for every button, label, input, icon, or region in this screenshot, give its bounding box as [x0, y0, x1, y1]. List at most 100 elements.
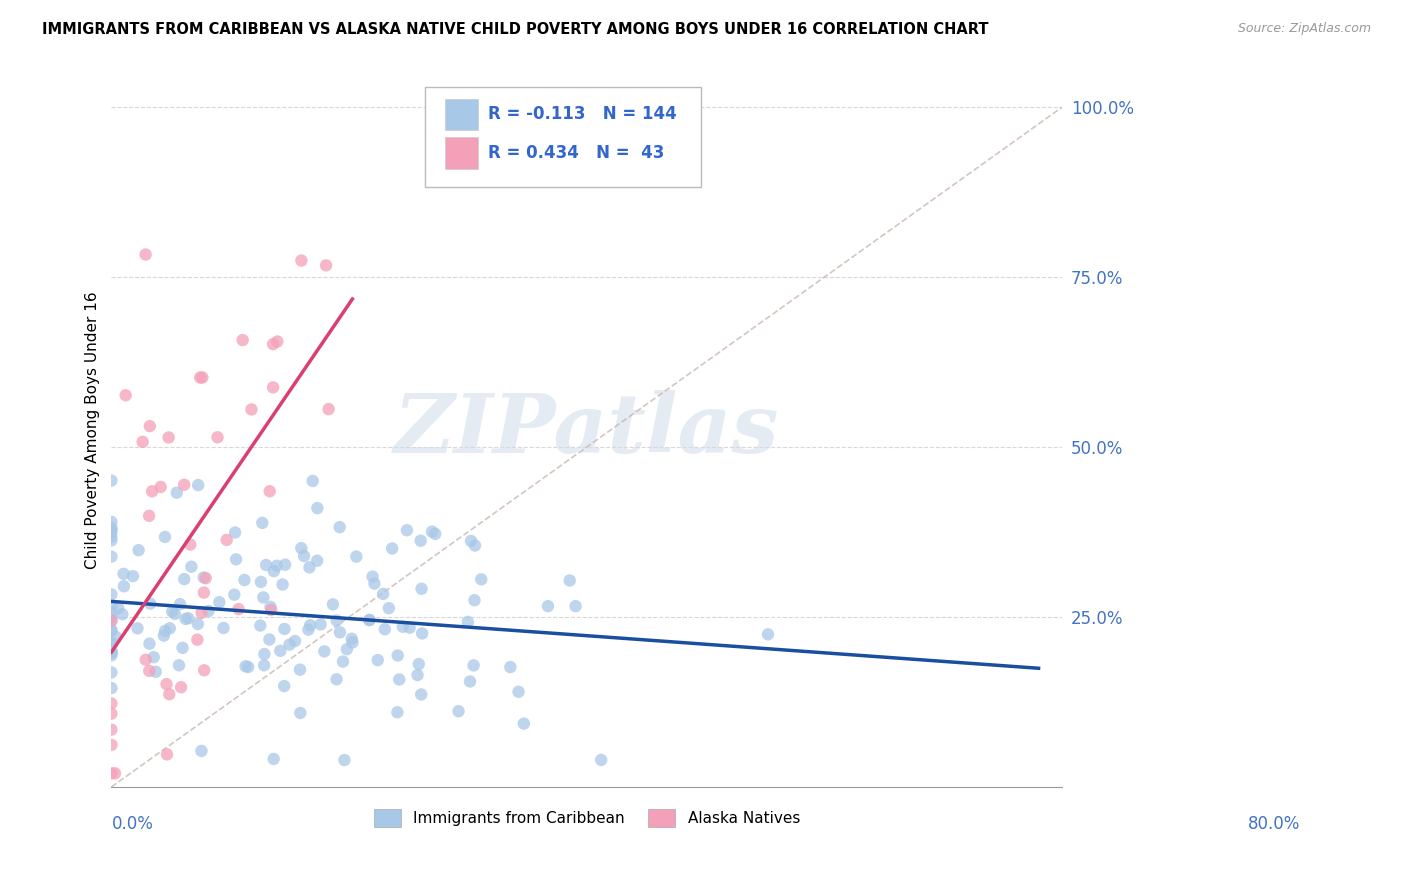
Point [378, 601, 401, 615]
Point [235, 659, 257, 673]
Point [224, 588, 246, 602]
Point [100, 665, 122, 680]
Point [238, 660, 260, 674]
Point [288, 663, 311, 677]
Point [420, 524, 443, 539]
Point [371, 587, 394, 601]
Point [179, 537, 201, 551]
Point [135, 653, 157, 667]
Point [100, 723, 122, 737]
Point [457, 615, 479, 629]
Point [284, 634, 307, 648]
Point [274, 558, 297, 572]
Point [187, 617, 209, 632]
Point [325, 614, 347, 628]
Point [173, 572, 195, 586]
Point [100, 530, 122, 544]
Point [193, 570, 215, 584]
Point [340, 632, 363, 646]
Point [135, 247, 157, 261]
Point [342, 635, 364, 649]
Point [259, 632, 281, 647]
Point [387, 648, 409, 663]
Point [411, 582, 433, 596]
Point [207, 430, 229, 444]
Point [157, 687, 180, 701]
Point [131, 434, 153, 449]
Point [508, 684, 530, 698]
Point [101, 645, 124, 659]
Point [381, 541, 404, 556]
Point [193, 663, 215, 677]
Point [100, 706, 122, 721]
Point [228, 602, 250, 616]
Point [262, 380, 284, 394]
Point [187, 478, 209, 492]
Point [190, 606, 212, 620]
Point [138, 664, 160, 678]
Point [100, 636, 122, 650]
Text: R = -0.113   N = 144: R = -0.113 N = 144 [488, 105, 676, 123]
Point [186, 632, 208, 647]
Point [259, 599, 281, 614]
FancyBboxPatch shape [446, 99, 478, 130]
Point [173, 477, 195, 491]
Point [197, 604, 219, 618]
Point [138, 508, 160, 523]
Point [322, 598, 344, 612]
Point [367, 653, 389, 667]
Point [100, 533, 122, 548]
Point [100, 515, 122, 529]
Point [463, 658, 485, 673]
Point [273, 622, 295, 636]
Point [112, 579, 135, 593]
Point [157, 430, 180, 444]
Point [374, 622, 396, 636]
Point [104, 630, 127, 644]
Point [208, 595, 231, 609]
Point [224, 525, 246, 540]
Point [591, 753, 613, 767]
Point [142, 650, 165, 665]
Point [278, 638, 301, 652]
Point [100, 624, 122, 638]
Point [363, 576, 385, 591]
Point [149, 480, 172, 494]
Point [254, 558, 277, 572]
Point [336, 642, 359, 657]
Point [263, 564, 285, 578]
Point [307, 554, 329, 568]
Point [225, 552, 247, 566]
Point [411, 688, 433, 702]
Point [253, 647, 276, 661]
Point [269, 644, 291, 658]
Point [100, 605, 122, 619]
Point [188, 370, 211, 384]
Y-axis label: Child Poverty Among Boys Under 16: Child Poverty Among Boys Under 16 [86, 291, 100, 569]
Point [145, 665, 167, 679]
Point [260, 603, 283, 617]
Point [292, 549, 315, 563]
Point [249, 618, 271, 632]
Point [190, 744, 212, 758]
Point [100, 636, 122, 650]
Point [141, 484, 163, 499]
Point [558, 574, 581, 588]
Point [100, 520, 122, 534]
Point [156, 747, 179, 762]
Point [290, 706, 312, 720]
Point [100, 587, 122, 601]
Point [193, 585, 215, 599]
Point [127, 621, 149, 635]
Point [315, 258, 337, 272]
Point [425, 526, 447, 541]
Point [395, 523, 418, 537]
Point [160, 605, 183, 619]
Point [111, 607, 134, 622]
Point [329, 625, 352, 640]
Point [100, 523, 122, 537]
Point [460, 533, 482, 548]
Point [153, 530, 176, 544]
Text: Source: ZipAtlas.com: Source: ZipAtlas.com [1237, 22, 1371, 36]
Point [155, 677, 177, 691]
